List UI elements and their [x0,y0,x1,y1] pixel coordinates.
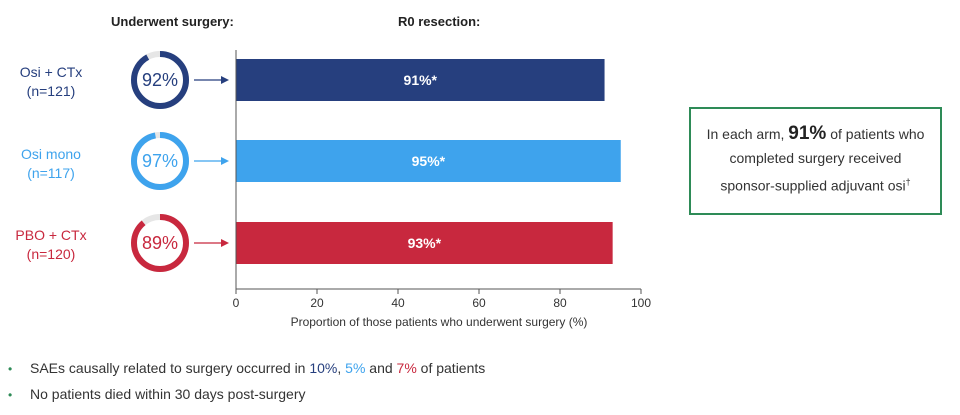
surgery-donuts: 92% 97% 89% [131,51,189,272]
donut-arc [131,214,189,272]
callout-highlight: 91% [788,123,827,144]
donut-arc [131,132,189,190]
sae-pbo-ctx: 7% [396,360,417,376]
bar-3 [236,222,613,264]
bullet-item: • No patients died within 30 days post-su… [8,384,485,410]
callout-line-2: completed surgery received [729,150,902,166]
donut-arc [131,51,189,109]
bar-data-label: 95%* [412,153,446,169]
arrow-head [221,76,229,84]
x-tick-label: 60 [472,296,486,310]
callout-line-1: In each arm, 91% of patients who [691,122,940,146]
x-axis: 0 20 40 60 80 100 [233,50,651,310]
arm-n: (n=120) [26,246,76,262]
separator: and [365,360,397,376]
x-axis-title: Proportion of those patients who underwe… [291,315,588,329]
bullet-text: No patients died within 30 days post-sur… [30,386,306,402]
x-tick-label: 0 [233,296,240,310]
callout-line-3: sponsor-supplied adjuvant osi† [691,170,940,198]
header-underwent-surgery: Underwent surgery: [111,14,234,29]
arm-label-osi-ctx: Osi + CTx (n=121) [0,63,106,101]
arm-n: (n=117) [27,165,75,181]
arrow-head [221,239,229,247]
bullet-text: SAEs causally related to surgery occurre… [30,360,310,376]
bullet-dot: • [8,388,13,402]
sae-osi-ctx: 10% [309,360,338,376]
bars: 91%* 95%* 93%* [236,59,621,264]
x-tick-label: 80 [553,296,567,310]
x-tick-label: 100 [631,296,651,310]
arm-name: PBO + CTx [15,227,87,243]
sae-osi-mono: 5% [345,360,366,376]
x-tick-label: 40 [391,296,405,310]
bar-data-label: 91%* [404,72,438,88]
arm-name: Osi mono [21,146,81,162]
donut-label: 97% [142,151,178,171]
arm-label-osi-mono: Osi mono (n=117) [0,145,106,183]
bullet-dot: • [8,362,13,376]
x-tick-label: 20 [310,296,324,310]
callout-line-3-text: sponsor-supplied adjuvant osi [720,177,906,194]
bar-1 [236,59,605,101]
dagger-footnote: † [905,177,911,187]
arm-label-pbo-ctx: PBO + CTx (n=120) [0,226,106,264]
arrow-head [221,157,229,165]
bullet-list: • SAEs causally related to surgery occurr… [8,358,485,410]
bullet-item: • SAEs causally related to surgery occurr… [8,358,485,384]
header-r0-resection: R0 resection: [398,14,481,29]
r0-resection-chart: 92% 97% 89% 91%* 95%* 93%* 0 20 40 60 80 100 Prop… [131,50,651,329]
bullet-text-end: of patients [416,360,486,376]
bar-data-label: 93%* [408,235,442,251]
arrows [194,76,229,247]
donut-label: 92% [142,70,178,90]
callout-post: of patients who [826,126,925,142]
separator: , [337,360,346,376]
callout-pre: In each arm, [706,126,789,142]
donut-label: 89% [142,233,178,253]
arm-n: (n=121) [26,83,76,99]
callout-box: In each arm, 91% of patients who complet… [689,107,942,215]
bar-2 [236,140,621,182]
arm-name: Osi + CTx [19,64,83,80]
